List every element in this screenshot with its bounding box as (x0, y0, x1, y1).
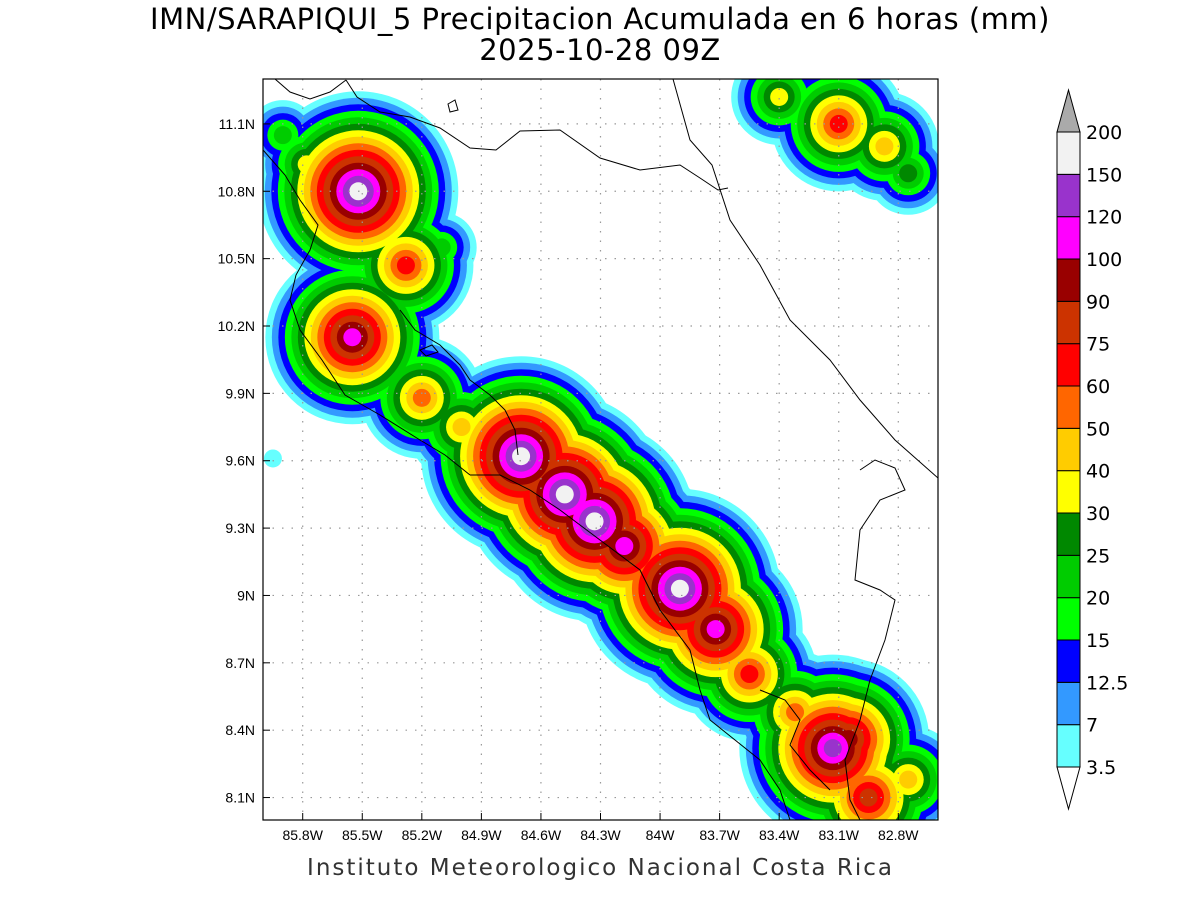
colorbar-label: 150 (1086, 164, 1122, 186)
colorbar-label: 90 (1086, 291, 1110, 313)
credit-line: Instituto Meteorologico Nacional Costa R… (307, 855, 894, 881)
precipitation-layer (263, 79, 938, 820)
precip-contour (273, 126, 292, 145)
colorbar-swatch (1056, 300, 1081, 345)
colorbar-label: 100 (1086, 249, 1122, 271)
title-line-1: IMN/SARAPIQUI_5 Precipitacion Acumulada … (150, 2, 1050, 36)
colorbar-swatch (1056, 385, 1081, 429)
lon-tick-label: 84.3W (580, 827, 621, 843)
colorbar-swatch (1056, 131, 1081, 175)
colorbar: 3.5 7 12.5 15 20 25 30 40 50 60 75 90 100 120 150 200 (1056, 88, 1128, 811)
lat-tick-label: 9N (237, 587, 255, 603)
precip-contour (412, 388, 431, 407)
precip-contour (823, 739, 842, 758)
colorbar-swatch (1056, 724, 1081, 768)
colorbar-label: 7 (1086, 715, 1098, 737)
lat-tick-label: 9.6N (225, 453, 255, 469)
lon-tick-label: 82.8W (878, 827, 919, 843)
colorbar-label: 3.5 (1086, 757, 1116, 779)
lon-tick-label: 85.5W (342, 827, 383, 843)
lat-tick-label: 8.4N (225, 722, 255, 738)
colorbar-label: 25 (1086, 545, 1110, 567)
colorbar-label: 15 (1086, 630, 1110, 652)
lon-tick-label: 84W (646, 827, 676, 843)
precip-contour (706, 620, 725, 639)
lon-tick-label: 83.4W (759, 827, 800, 843)
lon-tick-label: 84.9W (461, 827, 502, 843)
lat-tick-label: 10.8N (218, 183, 255, 199)
map-title: IMN/SARAPIQUI_5 Precipitacion Acumulada … (0, 4, 1200, 66)
colorbar-label: 40 (1086, 461, 1110, 483)
precip-contour (452, 418, 471, 437)
pacific-coast-central (470, 474, 791, 820)
colorbar-label: 12.5 (1086, 672, 1128, 694)
colorbar-over-arrow (1056, 88, 1081, 133)
colorbar-label: 200 (1086, 122, 1122, 144)
colorbar-label: 120 (1086, 207, 1122, 229)
lat-tick-label: 8.1N (225, 790, 255, 806)
lat-tick-label: 10.2N (218, 318, 255, 334)
colorbar-under-arrow (1056, 766, 1081, 811)
precip-contour (875, 137, 894, 156)
precip-contour (786, 703, 805, 722)
precip-contour (670, 579, 689, 598)
coastline-layer (263, 79, 938, 820)
colorbar-swatch (1056, 258, 1081, 302)
lat-tick-label: 11.1N (219, 116, 255, 132)
colorbar-swatch (1056, 597, 1081, 641)
colorbar-swatch (1056, 343, 1081, 387)
lat-tick-label: 9.3N (225, 520, 255, 536)
lat-tick-label: 10.5N (218, 251, 255, 267)
colorbar-swatch (1056, 639, 1081, 683)
lon-tick-label: 85.8W (282, 827, 323, 843)
precip-contour (512, 447, 531, 466)
nicaragua-lake-shore (274, 79, 347, 100)
graticule (263, 79, 938, 820)
lon-tick-label: 84.6W (521, 827, 562, 843)
lon-tick-label: 85.2W (402, 827, 443, 843)
precip-contour (396, 256, 415, 275)
nicaragua-border (345, 79, 729, 191)
precip-contour (343, 328, 362, 347)
caribbean-coast (672, 79, 938, 479)
panama-border (844, 459, 906, 820)
colorbar-label: 20 (1086, 588, 1110, 610)
colorbar-swatch (1056, 470, 1081, 514)
colorbar-label: 75 (1086, 334, 1110, 356)
colorbar-swatch (1056, 554, 1081, 599)
nicoya-island (419, 344, 439, 357)
precip-contour (555, 485, 574, 504)
precip-contour (859, 788, 878, 807)
precip-contour (585, 512, 604, 531)
lake-island (447, 99, 459, 113)
colorbar-label: 50 (1086, 418, 1110, 440)
precip-contour (740, 665, 759, 684)
colorbar-swatch (1056, 173, 1081, 218)
lon-tick-label: 83.7W (699, 827, 740, 843)
precip-contour (615, 537, 634, 556)
osa-peninsula (759, 689, 831, 791)
precip-contour (899, 164, 918, 183)
precip-contour (829, 114, 848, 133)
colorbar-swatch (1056, 427, 1081, 472)
colorbar-swatch (1056, 681, 1081, 726)
colorbar-label: 30 (1086, 503, 1110, 525)
pacific-coast-north (263, 149, 471, 476)
precip-contour (263, 449, 282, 468)
colorbar-swatch (1056, 512, 1081, 556)
precip-contour (899, 770, 918, 789)
precip-contour (770, 87, 789, 106)
gulf-of-nicoya (399, 309, 519, 456)
colorbar-label: 60 (1086, 376, 1110, 398)
lat-tick-label: 8.7N (225, 655, 255, 671)
lon-tick-label: 83.1W (819, 827, 860, 843)
colorbar-swatch (1056, 216, 1081, 260)
lat-tick-label: 9.9N (225, 385, 255, 401)
title-line-2: 2025-10-28 09Z (479, 33, 721, 67)
axes: 85.8W 85.5W 85.2W 84.9W 84.6W 84.3W 84W 83.7W 83… (218, 116, 920, 843)
